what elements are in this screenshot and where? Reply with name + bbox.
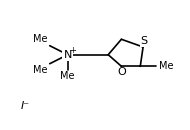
Text: Me: Me	[33, 34, 48, 44]
Text: Me: Me	[159, 61, 173, 71]
Text: +: +	[70, 46, 76, 55]
Text: Me: Me	[33, 65, 48, 75]
Text: Me: Me	[60, 71, 75, 81]
Text: I⁻: I⁻	[21, 101, 30, 111]
Text: S: S	[140, 36, 148, 46]
Text: O: O	[117, 67, 126, 77]
Text: N: N	[63, 50, 72, 60]
